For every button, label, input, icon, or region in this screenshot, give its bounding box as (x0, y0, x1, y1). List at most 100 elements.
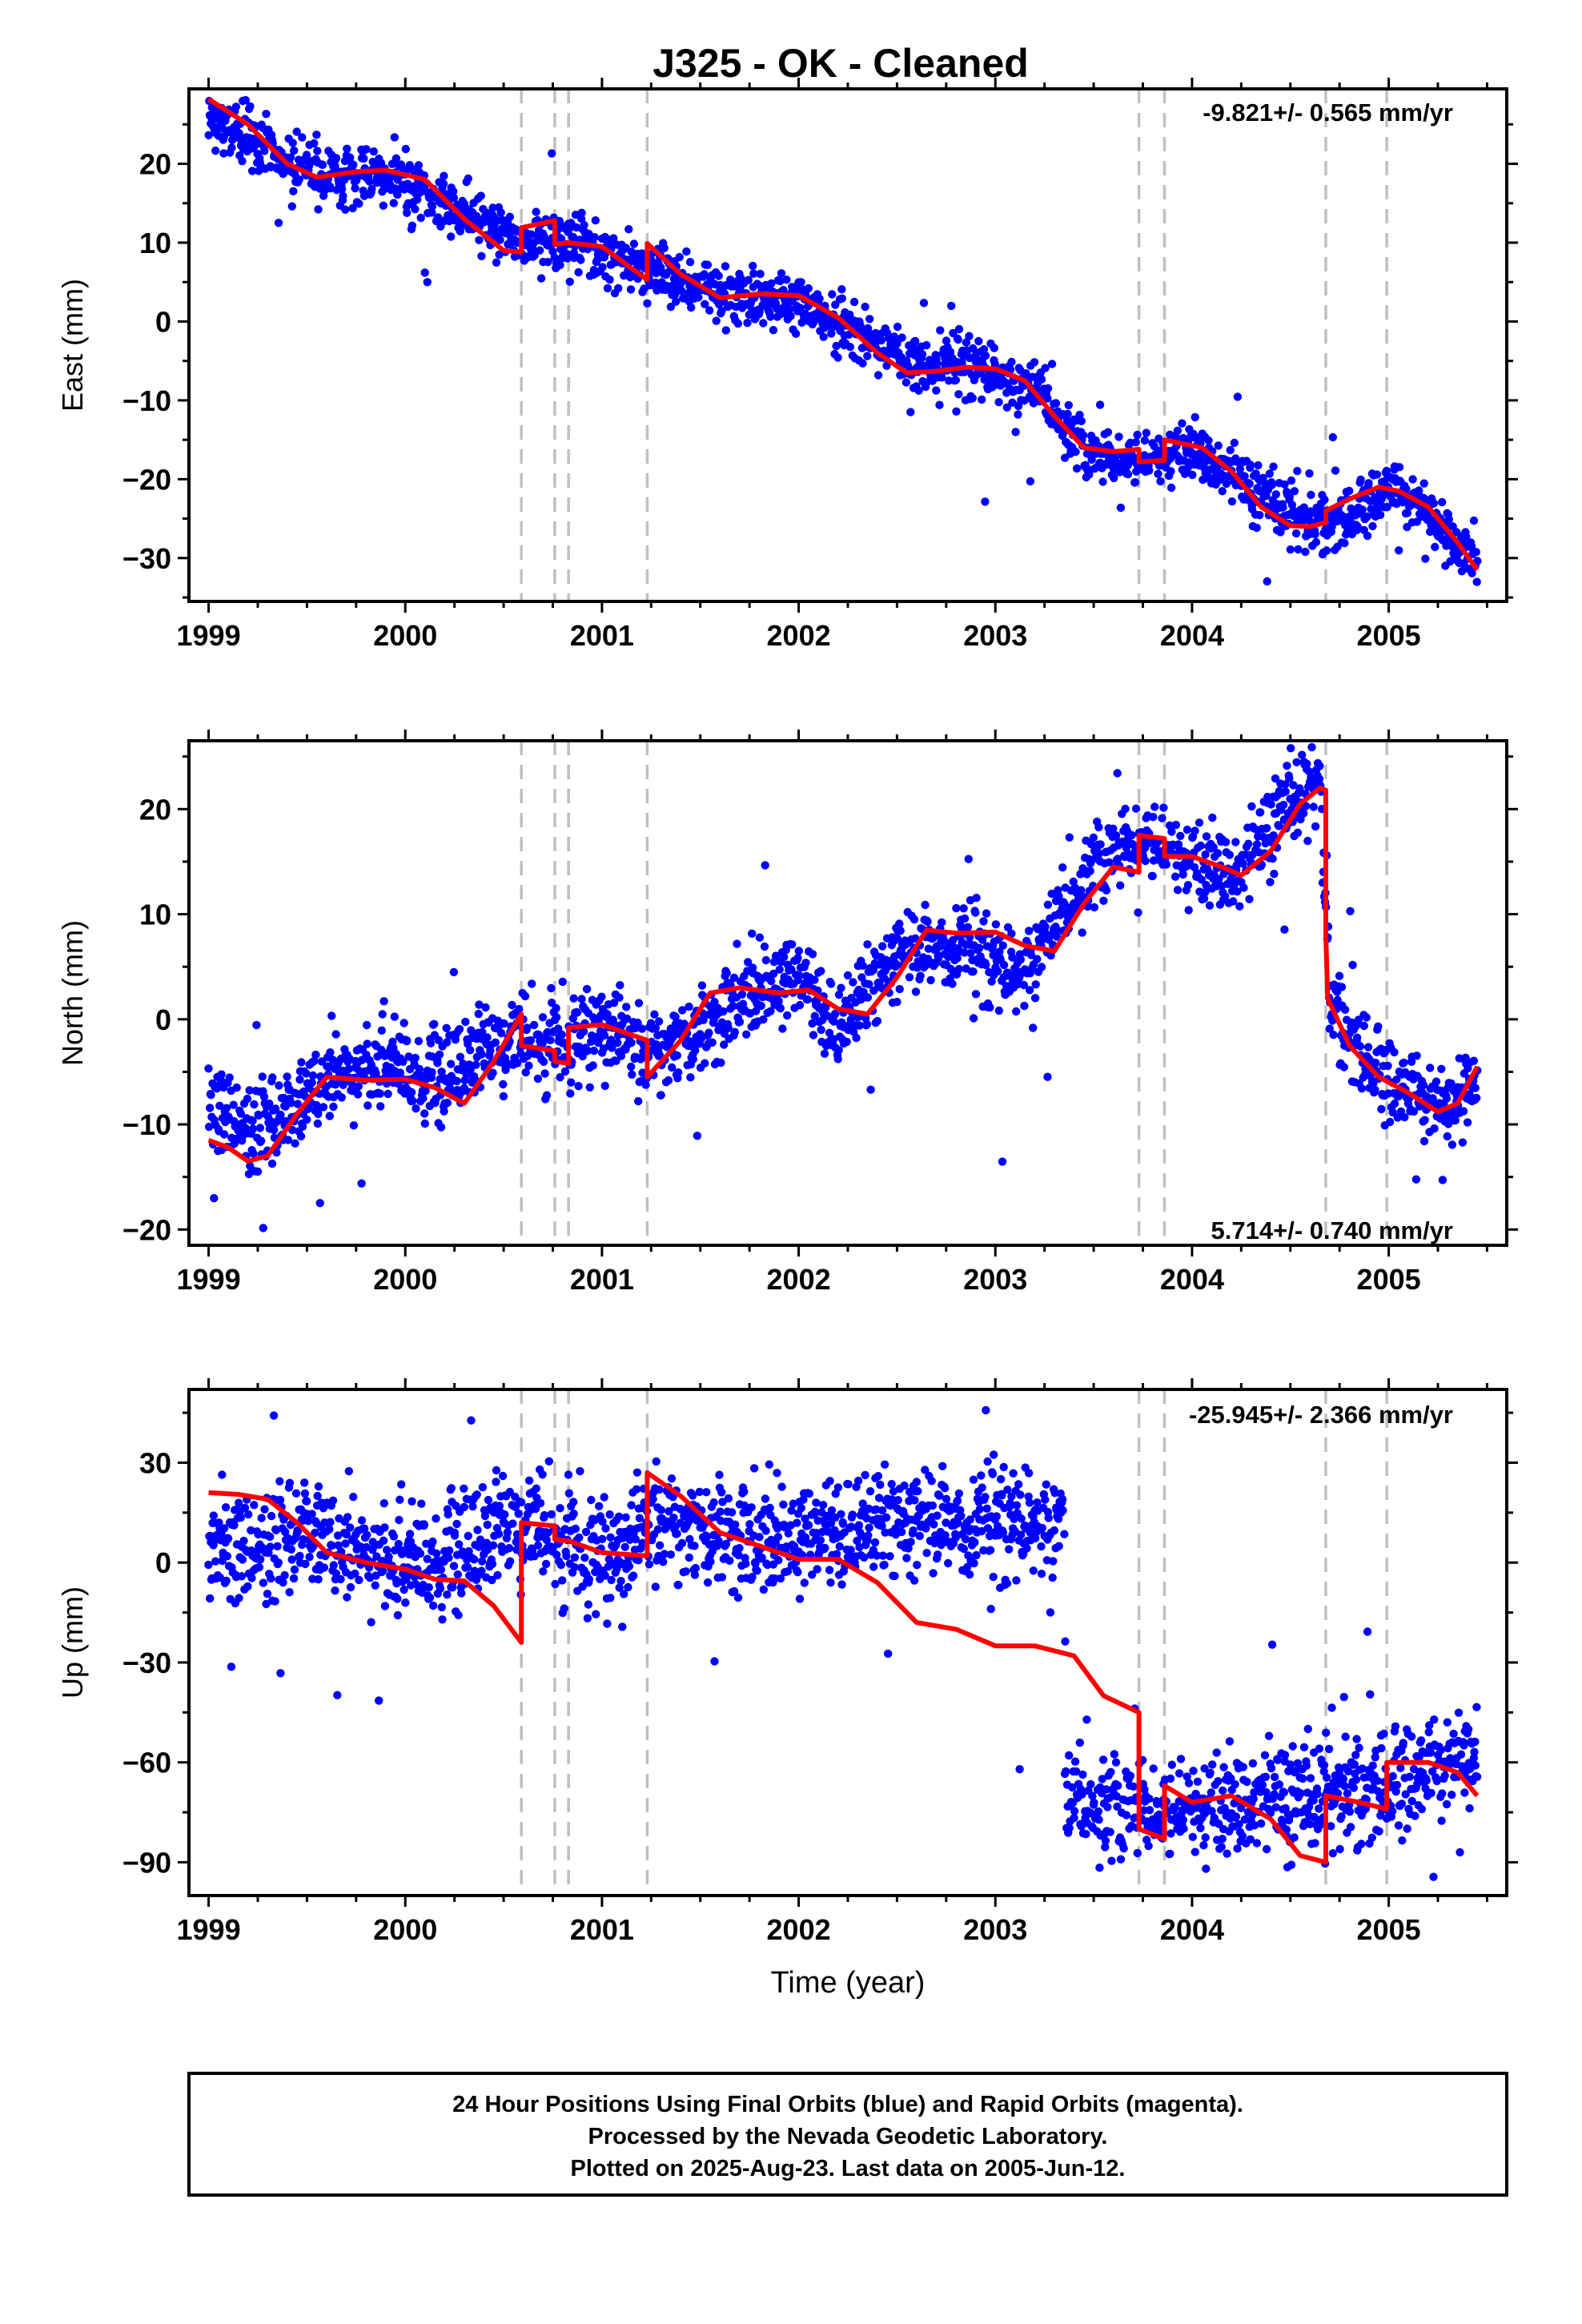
east-data-point (337, 185, 347, 194)
north-data-point (1325, 1024, 1335, 1033)
east-data-point (897, 333, 906, 342)
east-data-point (1462, 533, 1471, 541)
east-data-point (932, 386, 941, 395)
north-data-point (1148, 871, 1157, 881)
east-data-point (942, 336, 951, 345)
up-data-point (498, 1471, 508, 1481)
north-data-point (1233, 887, 1242, 896)
north-data-point (354, 1082, 363, 1091)
north-data-point (204, 1064, 213, 1073)
east-data-point (871, 328, 880, 338)
north-data-point (1371, 1085, 1379, 1095)
north-data-point (337, 1093, 346, 1102)
east-data-point (449, 193, 459, 203)
north-data-point (793, 954, 802, 963)
north-data-point (538, 1013, 548, 1022)
up-data-point (454, 1610, 463, 1620)
north-data-point (1315, 762, 1324, 770)
north-data-point (858, 961, 867, 971)
north-data-point (443, 1038, 452, 1047)
north-data-point (1426, 1063, 1435, 1072)
north-data-point (521, 1068, 530, 1077)
east-data-point (965, 332, 974, 340)
north-data-point (705, 1028, 713, 1037)
north-data-point (210, 1194, 219, 1203)
north-data-point (499, 1080, 508, 1089)
east-data-point (1294, 545, 1303, 554)
north-data-point (810, 975, 819, 984)
north-data-point (863, 993, 873, 1002)
east-data-point (505, 212, 515, 221)
up-data-point (628, 1571, 638, 1580)
north-data-point (1170, 872, 1180, 881)
north-data-point (377, 1026, 386, 1035)
north-data-point (443, 1098, 452, 1108)
north-data-point (1239, 859, 1247, 868)
up-data-point (656, 1541, 665, 1550)
north-data-point (794, 947, 803, 955)
north-data-point (846, 1015, 855, 1024)
north-data-point (979, 917, 988, 926)
east-data-point (1280, 480, 1289, 489)
east-data-point (1227, 497, 1237, 506)
east-data-point (359, 154, 368, 163)
east-data-point (1271, 490, 1281, 499)
north-data-point (678, 1006, 687, 1015)
north-data-point (400, 1019, 408, 1027)
north-data-point (597, 992, 606, 1001)
north-data-point (1287, 744, 1295, 753)
north-data-point (1205, 901, 1215, 910)
north-data-point (552, 1003, 560, 1013)
east-x-tick-label: 2005 (1357, 619, 1421, 652)
up-data-point (598, 1534, 607, 1544)
north-data-point (1025, 986, 1034, 995)
up-data-point (538, 1470, 547, 1479)
north-data-point (911, 987, 921, 996)
east-data-point (576, 255, 585, 264)
up-data-point (423, 1554, 432, 1563)
north-data-point (275, 1081, 283, 1090)
east-data-point (443, 190, 452, 199)
up-data-point (271, 1526, 281, 1535)
east-data-point (1254, 460, 1263, 470)
up-data-point (314, 1482, 323, 1491)
east-data-point (408, 221, 417, 230)
east-data-point (938, 373, 946, 382)
up-data-point (495, 1530, 504, 1538)
north-data-point (319, 1103, 328, 1112)
north-data-point (421, 1086, 430, 1096)
north-data-point (455, 1024, 464, 1034)
up-data-point (631, 1534, 640, 1544)
north-data-point (258, 1072, 267, 1081)
north-data-point (526, 1035, 536, 1045)
north-data-point (388, 1037, 397, 1047)
up-data-point (544, 1457, 553, 1466)
up-data-point (449, 1562, 459, 1570)
north-data-point (1412, 1051, 1421, 1060)
up-data-point (235, 1498, 243, 1507)
up-data-point (576, 1466, 584, 1476)
up-data-point (287, 1545, 295, 1554)
north-data-point (1065, 833, 1074, 842)
north-data-point (651, 1023, 661, 1033)
north-data-point (250, 1100, 259, 1109)
east-data-point (1383, 503, 1391, 512)
north-data-point (437, 1068, 446, 1076)
north-data-point (363, 1039, 371, 1048)
north-data-point (1199, 894, 1209, 903)
east-data-point (591, 216, 600, 225)
east-data-point (289, 187, 298, 195)
up-data-point (564, 1470, 573, 1479)
east-y-tick-label: 10 (139, 227, 171, 259)
up-data-point (396, 1495, 404, 1504)
north-data-point (523, 1023, 532, 1032)
north-data-point (771, 951, 781, 960)
north-data-point (1029, 1023, 1038, 1032)
north-data-point (577, 995, 586, 1003)
north-data-point (383, 1089, 392, 1099)
east-data-point (671, 290, 680, 299)
east-data-point (933, 359, 942, 368)
north-data-point (1289, 781, 1298, 790)
north-data-point (1293, 828, 1303, 838)
up-data-point (536, 1498, 545, 1508)
